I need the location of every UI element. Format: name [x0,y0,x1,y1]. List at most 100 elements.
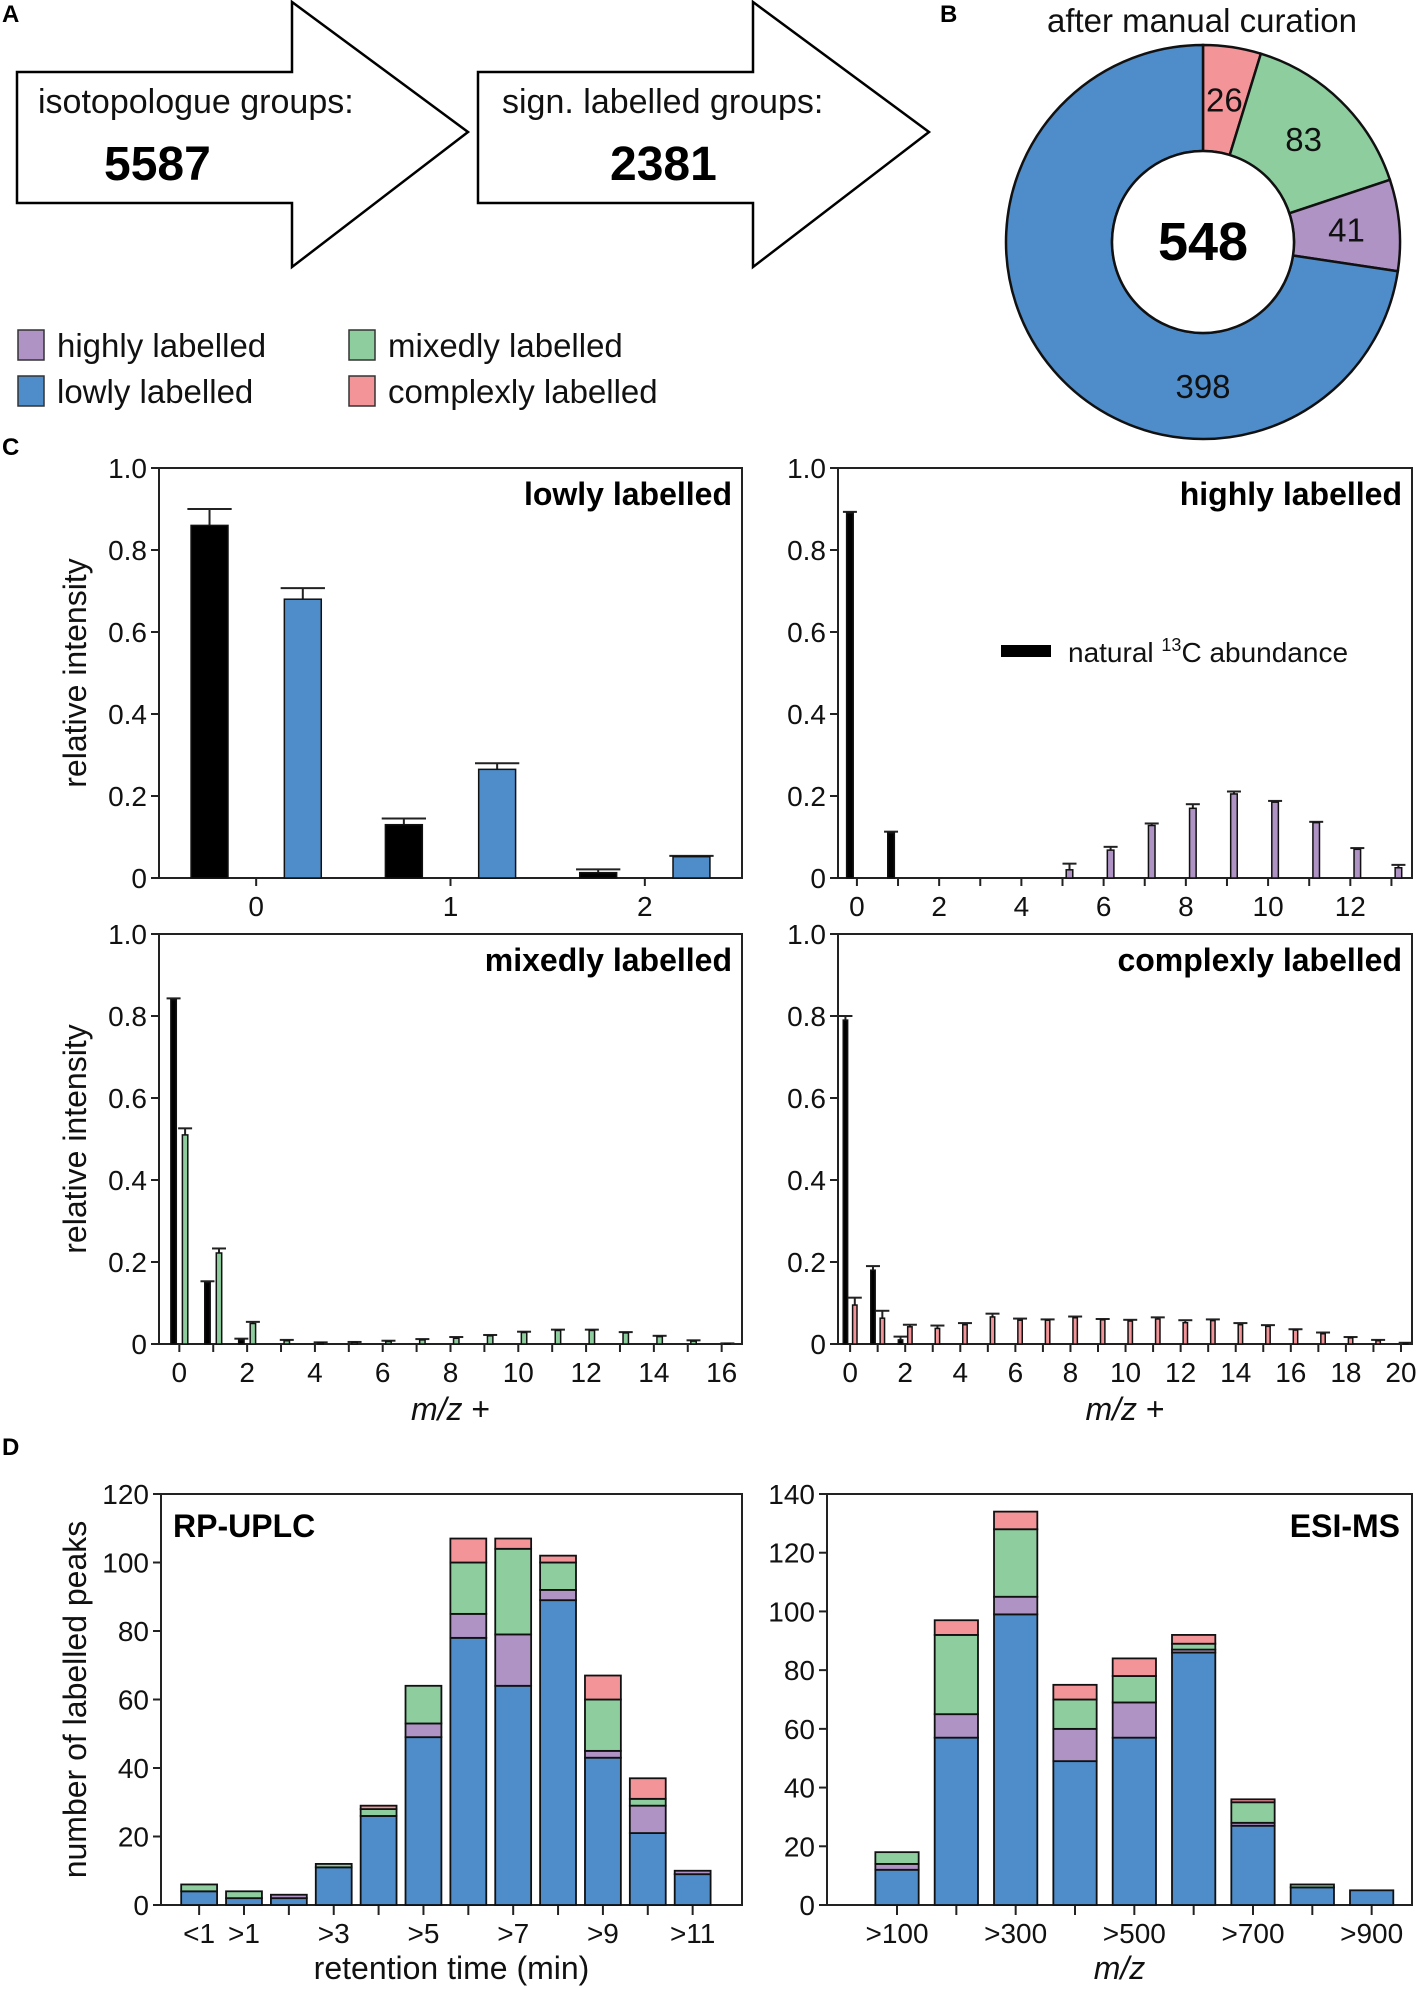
stacked-bar-mixedly [1230,1801,1276,1824]
chart-title: complexly labelled [1117,942,1402,978]
x-tick-label: 2 [897,1357,913,1388]
bar-natural [190,524,229,879]
x-tick-label: >9 [587,1918,619,1949]
y-tick-label: 1.0 [787,453,826,484]
x-tick-label: 18 [1330,1357,1361,1388]
stacked-bar-complexly [933,1619,979,1636]
pie-title: after manual curation [1047,2,1357,39]
y-tick-label: 0 [810,1329,826,1360]
arrow-label: isotopologue groups: [38,83,354,121]
y-tick-label: 0 [133,1890,149,1921]
stacked-bar-complexly [1052,1683,1098,1701]
bar-natural [842,1019,849,1345]
y-tick-label: 20 [784,1831,815,1862]
x-tick-label: 14 [638,1357,669,1388]
bar-natural [204,1281,211,1345]
arrow-signif-labelled-groups: sign. labelled groups: 2381 [476,0,932,270]
stacked-bar-lowly [314,1866,353,1906]
x-axis-label: m/z + [411,1391,490,1427]
stacked-bar-highly [584,1749,622,1759]
stacked-bar-lowly [539,1599,577,1906]
bar-labelled [672,855,711,879]
bar-labelled [690,1340,697,1345]
stacked-bar-lowly [1171,1651,1217,1906]
chart-C-highly: 0 0.2 0.4 0.6 0.8 1.0 0 2 4 6 8 10 12 highly labelled… [787,453,1413,922]
plot-frame [158,467,743,879]
stacked-bar-highly [539,1589,577,1602]
bar-labelled [1127,1320,1134,1345]
stacked-bar-highly [270,1893,308,1900]
stacked-bar-lowly [270,1897,308,1906]
bar-labelled [283,1339,291,1345]
stacked-bar-complexly [1111,1657,1157,1677]
legend-swatch-lowly [17,375,45,407]
legend-swatch-mixedly [348,329,376,361]
bar-natural [170,998,178,1345]
bar-natural [237,1339,245,1345]
x-tick-label: 10 [503,1357,534,1388]
x-tick-label: 6 [1008,1357,1024,1388]
stacked-bar-lowly [1230,1824,1276,1906]
y-tick-label: 60 [118,1685,149,1716]
stacked-bar-lowly [1289,1886,1335,1906]
stacked-bar-highly [404,1722,443,1739]
x-tick-label: >500 [1103,1918,1166,1949]
panel-letter-a: A [2,1,19,28]
y-tick-label: 0.2 [108,781,147,812]
natural-abundance-legend: natural 13C abundance [1001,635,1348,668]
x-tick-label: >700 [1221,1918,1284,1949]
y-tick-label: 60 [784,1714,815,1745]
x-tick-label: >7 [497,1918,529,1949]
y-tick-label: 1.0 [787,919,826,950]
stacked-bar-complexly [628,1777,667,1800]
bar-labelled [1264,1325,1271,1345]
y-axis-label: relative intensity [57,1024,93,1253]
y-tick-label: 0.6 [108,617,147,648]
bar-labelled [879,1317,886,1345]
legend-swatch-natural [1001,645,1051,657]
bar-natural [384,823,424,879]
y-axis-label: relative intensity [57,558,93,787]
x-tick-label: 1 [443,891,459,922]
stacked-bar-highly [449,1612,488,1639]
stacked-bar-mixedly [314,1863,353,1869]
stacked-bar-mixedly [628,1797,667,1807]
legend-label-mixedly: mixedly labelled [388,327,623,364]
y-tick-label: 0 [131,863,147,894]
stacked-bar-lowly [628,1832,667,1906]
x-tick-label: 16 [706,1357,737,1388]
y-tick-label: 20 [118,1822,149,1853]
bar-labelled [283,598,323,879]
y-tick-label: 0.6 [787,617,826,648]
chart-title: lowly labelled [524,476,732,512]
stacked-bar-highly [993,1595,1039,1616]
bar-labelled [1320,1333,1326,1345]
chart-title: ESI-MS [1290,1508,1400,1544]
y-tick-label: 80 [118,1616,149,1647]
x-tick-label: 4 [953,1357,969,1388]
arrow-isotopologue-groups: isotopologue groups: 5587 [15,0,471,270]
x-tick-label: >100 [865,1918,928,1949]
stacked-bar-complexly [993,1510,1039,1531]
chart-D-rp: 0 20 40 60 80 100 120 <1 >1 >3 >5 >7 >9 >11 RP-UPLC num… [57,1479,743,1986]
y-tick-label: 0.4 [108,699,147,730]
y-tick-label: 0.4 [787,699,826,730]
x-tick-label: <1 [183,1918,215,1949]
stacked-bar-lowly [874,1868,920,1906]
y-tick-label: 1.0 [108,453,147,484]
y-tick-label: 100 [102,1548,149,1579]
y-tick-label: 140 [768,1479,815,1510]
stacked-bar-mixedly [874,1851,920,1865]
bar-labelled [1209,1319,1216,1345]
x-tick-label: 12 [571,1357,602,1388]
bar-labelled [418,1339,426,1345]
donut-center-total: 548 [1158,212,1248,272]
chart-title: mixedly labelled [485,942,732,978]
donut-label-mixedly: 83 [1285,121,1322,158]
bar-labelled [1229,793,1239,879]
stacked-bar-highly [494,1633,533,1687]
bar-labelled [1044,1319,1051,1345]
bar-labelled [215,1252,223,1345]
x-tick-label: 6 [1096,891,1112,922]
bar-natural [870,1269,876,1345]
